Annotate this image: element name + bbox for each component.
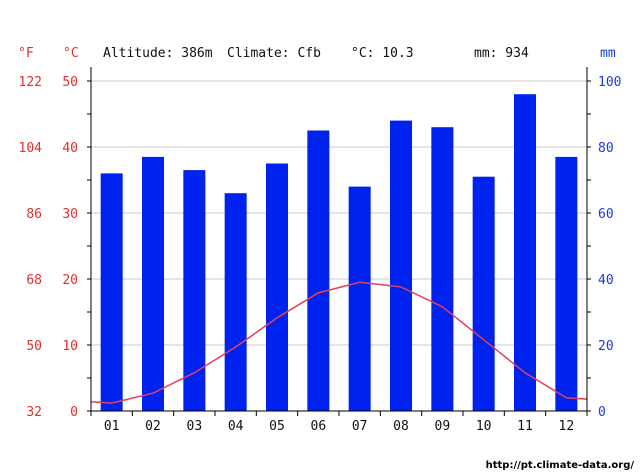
temperature-line [90,281,588,404]
precip-bar [348,186,371,411]
month-label: 09 [435,419,451,434]
month-label: 03 [187,419,203,434]
precip-bar [514,94,536,411]
altitude-label: Altitude: 386m [103,46,213,61]
month-label: 01 [104,419,120,434]
celsius-tick-label: 20 [62,273,78,288]
precip-bar [266,163,288,411]
precip-bar [431,127,454,411]
month-label: 08 [393,419,409,434]
precip-bar [142,156,164,411]
precip-bar [390,120,412,411]
mm-tick-label: 0 [598,405,606,420]
precip-bar [472,176,495,411]
celsius-unit-label: °C [63,46,79,61]
mm-tick-label: 60 [598,207,614,222]
month-label: 02 [145,419,161,434]
mean-temp-label: °C: 10.3 [351,46,414,61]
celsius-tick-label: 30 [62,207,78,222]
celsius-tick-label: 40 [62,141,78,156]
mm-tick-label: 40 [598,273,614,288]
mm-tick-label: 80 [598,141,614,156]
fahrenheit-tick-label: 104 [19,141,43,156]
fahrenheit-tick-label: 68 [26,273,42,288]
climate-label: Climate: Cfb [227,46,321,61]
fahrenheit-tick-label: 122 [19,75,42,90]
mm-tick-label: 100 [598,75,621,90]
month-label: 07 [352,419,368,434]
month-label: 12 [559,419,575,434]
celsius-tick-label: 0 [70,405,78,420]
precip-total-label: mm: 934 [474,46,529,61]
precip-bar [555,156,578,411]
fahrenheit-unit-label: °F [18,46,34,61]
celsius-tick-label: 50 [62,75,78,90]
month-label: 04 [228,419,244,434]
source-url: http://pt.climate-data.org/ [485,460,634,471]
month-label: 10 [476,419,492,434]
month-label: 11 [517,419,533,434]
precip-bar [100,173,123,411]
fahrenheit-tick-label: 32 [26,405,42,420]
month-label: 05 [269,419,285,434]
mm-tick-label: 20 [598,339,614,354]
precip-bar [307,130,330,411]
fahrenheit-tick-label: 50 [26,339,42,354]
mm-unit-label: mm [600,46,616,61]
precip-bar [183,170,206,411]
fahrenheit-tick-label: 86 [26,207,42,222]
precip-bar [224,193,247,411]
month-label: 06 [311,419,327,434]
celsius-tick-label: 10 [62,339,78,354]
